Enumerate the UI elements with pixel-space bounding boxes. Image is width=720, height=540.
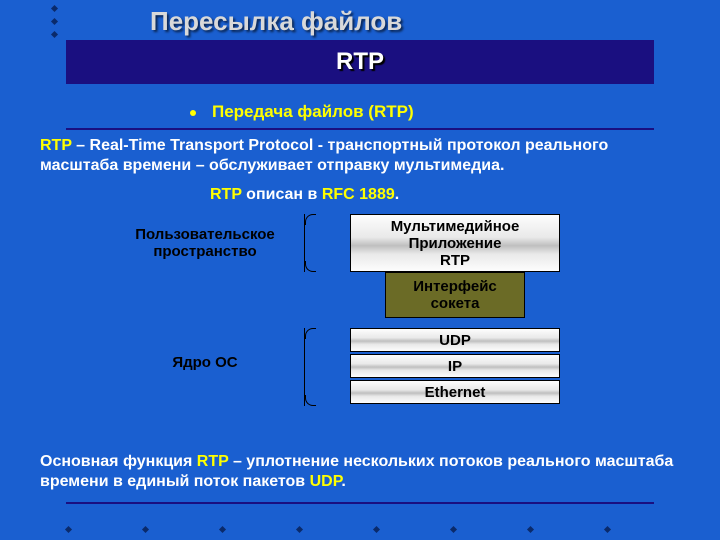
box-ip: IP: [350, 354, 560, 378]
slide-root: Пересылка файлов RTP Передача файлов (RT…: [0, 0, 720, 540]
diamond-icon: [51, 18, 58, 25]
box-socket-l2: сокета: [431, 295, 480, 312]
footer-yl2: UDP: [310, 473, 342, 490]
label-kernel: Ядро ОС: [110, 354, 300, 371]
spacer: [350, 318, 560, 328]
box-app-l2: Приложение: [409, 235, 502, 252]
label-user-l1: Пользовательское: [135, 226, 275, 243]
box-socket-l1: Интерфейс: [413, 278, 497, 295]
brace-user-icon: [304, 214, 324, 272]
reference-line: RTP описан в RFC 1889.: [210, 186, 399, 204]
divider-bottom: [66, 502, 654, 504]
deco-dots-bottom: [66, 527, 610, 532]
box-ethernet: Ethernet: [350, 380, 560, 404]
ref-mid: описан в: [242, 186, 322, 203]
ref-rtp: RTP: [210, 186, 242, 203]
ref-rfc: RFC 1889: [322, 186, 395, 203]
title-bar: RTP: [66, 40, 654, 84]
desc-highlight: RTP: [40, 137, 72, 154]
description-text: RTP – Real-Time Transport Protocol - тра…: [40, 136, 680, 176]
title-block: Пересылка файлов: [150, 6, 402, 37]
box-socket: Интерфейс сокета: [385, 272, 525, 318]
diamond-icon: [450, 526, 457, 533]
box-app-l3: RTP: [440, 252, 470, 269]
footer-yl1: RTP: [197, 453, 229, 470]
diamond-icon: [142, 526, 149, 533]
brace-kernel-icon: [304, 328, 324, 406]
footer-pre: Основная функция: [40, 453, 197, 470]
bullet-text: Передача файлов (RTP): [212, 102, 414, 121]
slide-subtitle: RTP: [336, 48, 384, 76]
label-user-space: Пользовательское пространство: [110, 226, 300, 260]
ref-tail: .: [395, 186, 399, 203]
diamond-icon: [219, 526, 226, 533]
footer-tail: .: [341, 473, 345, 490]
deco-dots-top: [52, 0, 57, 37]
diamond-icon: [604, 526, 611, 533]
divider-top: [66, 128, 654, 130]
diamond-icon: [51, 31, 58, 38]
footer-text: Основная функция RTP – уплотнение нескол…: [40, 452, 680, 492]
bullet-line: Передача файлов (RTP): [190, 102, 414, 122]
stack-column: Мультимедийное Приложение RTP Интерфейс …: [350, 214, 560, 404]
diamond-icon: [65, 526, 72, 533]
box-udp: UDP: [350, 328, 560, 352]
box-application: Мультимедийное Приложение RTP: [350, 214, 560, 272]
diamond-icon: [527, 526, 534, 533]
bullet-icon: [190, 110, 196, 116]
diamond-icon: [373, 526, 380, 533]
diamond-icon: [51, 5, 58, 12]
diamond-icon: [296, 526, 303, 533]
slide-title: Пересылка файлов: [150, 6, 402, 37]
protocol-stack-diagram: Пользовательское пространство Ядро ОС Му…: [100, 214, 620, 434]
label-user-l2: пространство: [153, 243, 256, 260]
box-app-l1: Мультимедийное: [391, 218, 520, 235]
desc-body: – Real-Time Transport Protocol - транспо…: [40, 137, 608, 174]
